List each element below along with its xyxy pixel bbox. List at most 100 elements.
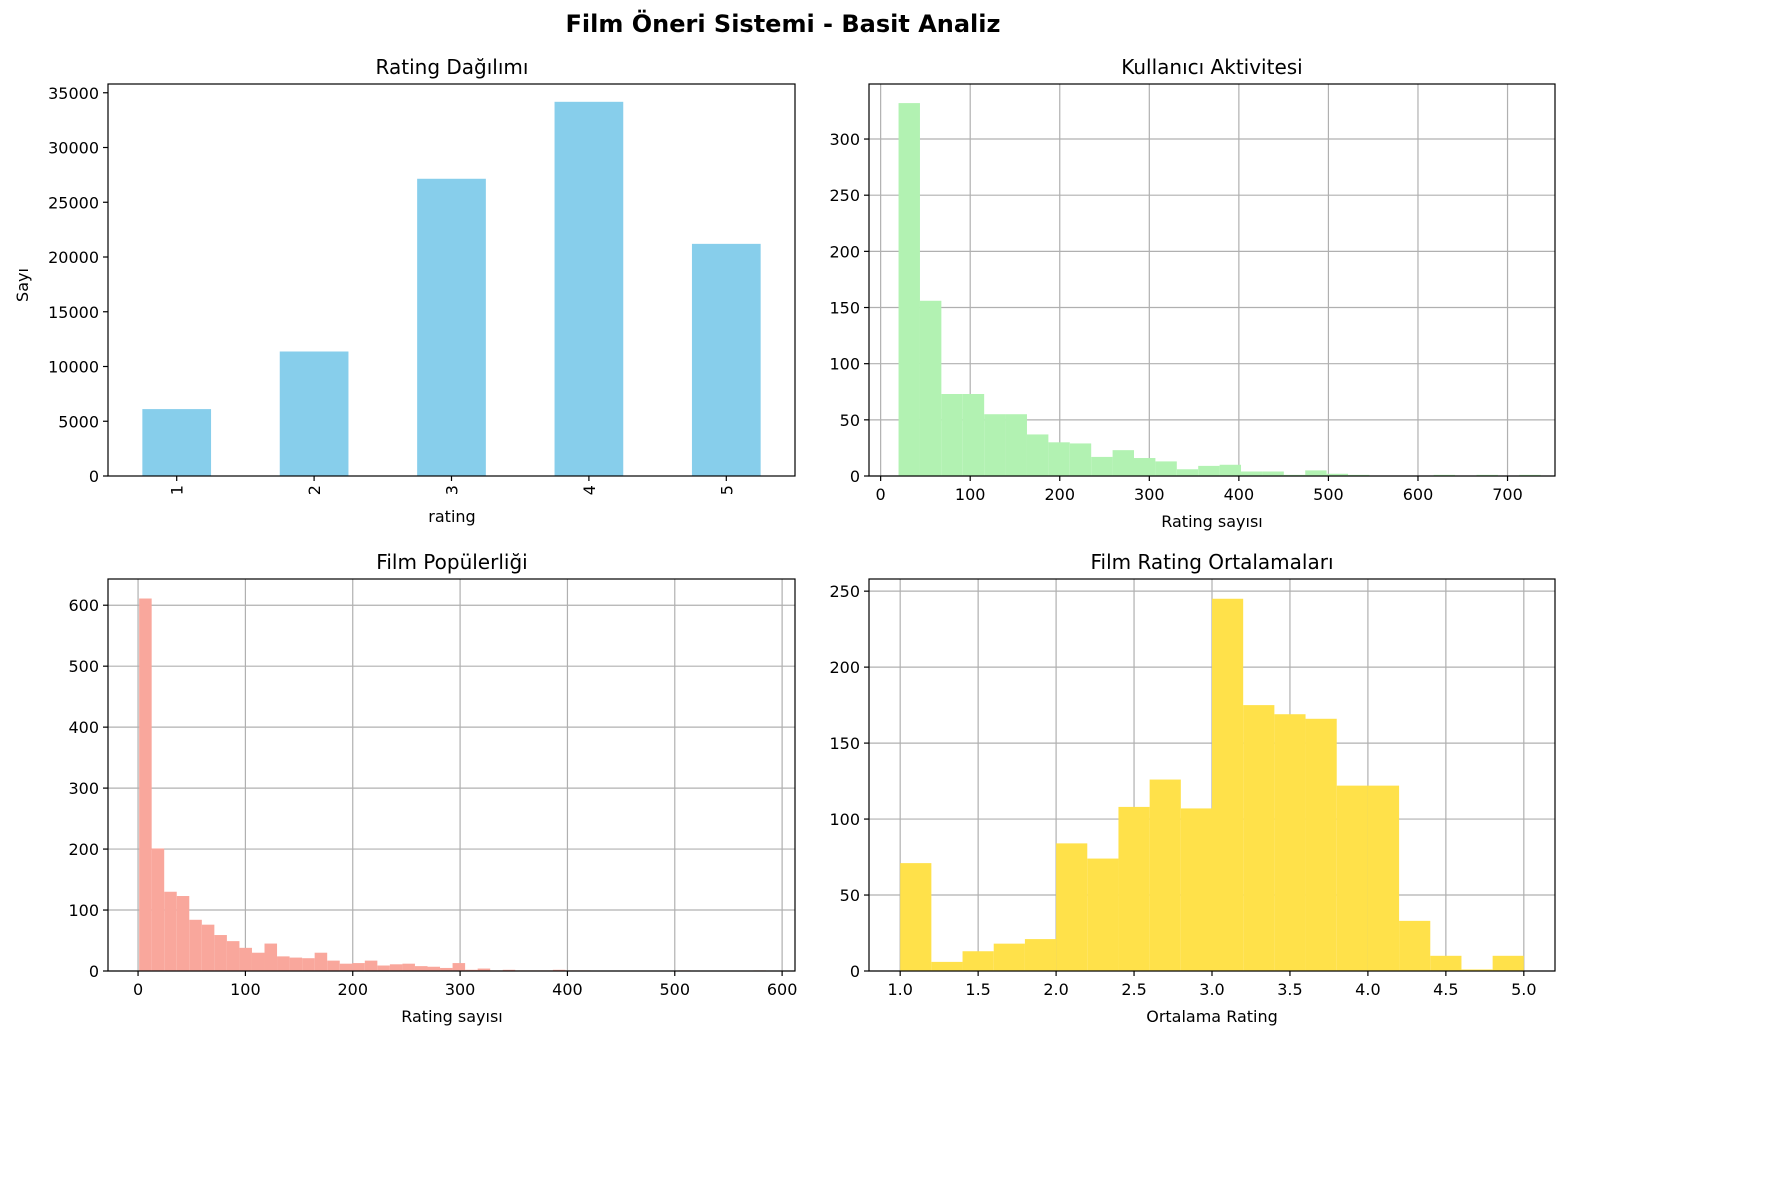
film-popularity-bar	[226, 941, 240, 971]
film-popularity-bar	[452, 963, 466, 971]
user-activity-ytick-label: 150	[829, 299, 860, 318]
film-average-rating-xtick-label: 3.0	[1199, 980, 1224, 999]
user-activity-bar	[1305, 470, 1327, 476]
film-popularity-ytick-label: 200	[68, 840, 99, 859]
film-average-rating-xtick-label: 3.5	[1277, 980, 1302, 999]
film-popularity-bar	[239, 947, 252, 971]
film-average-rating-bar	[1118, 806, 1150, 971]
film-average-rating-ytick-label: 50	[840, 886, 860, 905]
film-average-rating-ytick-label: 200	[829, 658, 860, 677]
film-popularity-bar	[176, 896, 190, 971]
film-popularity-xtick-label: 600	[767, 980, 798, 999]
user-activity-bar	[1198, 465, 1220, 476]
rating-distribution-ytick-label: 5000	[58, 412, 99, 431]
film-average-rating-title: Film Rating Ortalamaları	[1090, 550, 1333, 574]
figure-title: Film Öneri Sistemi - Basit Analiz	[566, 8, 1001, 38]
film-average-rating-bar	[962, 951, 994, 971]
film-popularity-ytick-label: 600	[68, 596, 99, 615]
film-popularity-bar	[264, 943, 278, 971]
film-average-rating-bar	[1056, 843, 1088, 971]
user-activity-bar	[898, 103, 920, 477]
user-activity-bar	[1133, 458, 1156, 476]
user-activity-plot-frame	[868, 83, 1556, 477]
film-popularity-xtick-label: 300	[445, 980, 476, 999]
film-average-rating-bar	[1305, 718, 1337, 971]
film-popularity-xtick-label: 100	[230, 980, 261, 999]
user-activity-xlabel: Rating sayısı	[1161, 512, 1263, 531]
user-activity-xtick-label: 500	[1313, 485, 1344, 504]
film-average-rating-xtick-label: 1.5	[965, 980, 990, 999]
film-popularity-bar	[552, 969, 566, 971]
film-average-rating-bar	[1492, 955, 1524, 971]
rating-distribution-ytick-label: 35000	[48, 84, 99, 103]
film-average-rating-ytick-label: 150	[829, 734, 860, 753]
film-average-rating-bar	[1243, 705, 1275, 971]
rating-distribution-ytick-label: 0	[89, 467, 99, 486]
user-activity-bar	[1069, 443, 1092, 476]
user-activity-title: Kullanıcı Aktivitesi	[1121, 55, 1302, 79]
film-popularity-bar	[314, 952, 328, 971]
film-popularity-bar	[465, 969, 478, 971]
user-activity-xtick-label: 700	[1492, 485, 1523, 504]
film-popularity-bar	[189, 919, 202, 971]
rating-distribution-bar	[142, 409, 212, 476]
rating-distribution-bar	[279, 351, 349, 476]
rating-distribution-xtick-label: 3	[443, 485, 462, 495]
film-popularity-title: Film Popülerliği	[376, 550, 527, 574]
film-popularity-bar	[502, 969, 516, 971]
film-average-rating-ytick-label: 100	[829, 810, 860, 829]
film-average-rating-bar	[1399, 920, 1431, 971]
rating-distribution-ylabel: Sayı	[13, 268, 32, 302]
user-activity-bar	[941, 394, 963, 476]
rating-distribution-ytick-label: 15000	[48, 303, 99, 322]
film-popularity-ytick-label: 500	[68, 657, 99, 676]
user-activity-xtick-label: 200	[1044, 485, 1075, 504]
user-activity-bar	[1112, 450, 1134, 476]
film-average-rating-xlabel: Ortalama Rating	[1146, 1007, 1278, 1026]
film-average-rating-xtick-label: 2.5	[1121, 980, 1146, 999]
film-average-rating-bar	[1336, 785, 1368, 971]
rating-distribution-xtick-label: 5	[717, 485, 736, 495]
user-activity-xtick-label: 300	[1134, 485, 1165, 504]
rating-distribution-bar	[417, 178, 486, 476]
rating-distribution-xtick-label: 2	[305, 485, 324, 495]
film-average-rating-bar	[1430, 955, 1462, 971]
film-popularity-ytick-label: 400	[68, 718, 99, 737]
film-popularity-ytick-label: 100	[68, 901, 99, 920]
film-average-rating-bar	[993, 943, 1025, 971]
film-popularity-bar	[201, 924, 215, 971]
film-popularity-bar	[440, 967, 453, 971]
film-average-rating-bar	[1087, 858, 1119, 971]
film-popularity-ytick-label: 300	[68, 779, 99, 798]
user-activity-bar	[1262, 471, 1284, 476]
film-popularity-bar	[414, 966, 428, 971]
film-average-rating-ytick-label: 250	[829, 582, 860, 601]
film-average-rating-bar	[1367, 785, 1400, 971]
user-activity-bar	[1048, 442, 1070, 476]
user-activity-ytick-label: 300	[829, 130, 860, 149]
film-popularity-bar	[389, 964, 403, 971]
user-activity-xtick-label: 100	[955, 485, 986, 504]
film-popularity-bar	[277, 956, 290, 971]
user-activity-bar	[1326, 473, 1349, 476]
film-average-rating-bar	[900, 863, 932, 971]
user-activity-bar	[1176, 469, 1199, 476]
film-popularity-xtick-label: 500	[660, 980, 691, 999]
user-activity-ytick-label: 250	[829, 186, 860, 205]
user-activity-bar	[1241, 471, 1263, 476]
film-popularity-bar	[302, 958, 315, 971]
rating-distribution-xtick-label: 1	[168, 485, 187, 495]
film-popularity-xtick-label: 200	[337, 980, 368, 999]
user-activity-xtick-label: 400	[1224, 485, 1255, 504]
film-average-rating-bar	[1461, 969, 1493, 971]
film-popularity-bar	[151, 848, 165, 971]
film-popularity-bar	[289, 957, 303, 971]
film-popularity-bar	[327, 960, 340, 971]
film-average-rating-ytick-label: 0	[850, 962, 860, 981]
film-popularity-chart: Film Popülerliği Rating sayısı 0 100 200 30…	[68, 550, 797, 1026]
user-activity-ytick-label: 100	[829, 355, 860, 374]
user-activity-bar	[1091, 456, 1113, 476]
rating-distribution-bar	[554, 101, 624, 476]
film-popularity-bar	[477, 968, 491, 971]
film-average-rating-xtick-label: 1.0	[887, 980, 912, 999]
